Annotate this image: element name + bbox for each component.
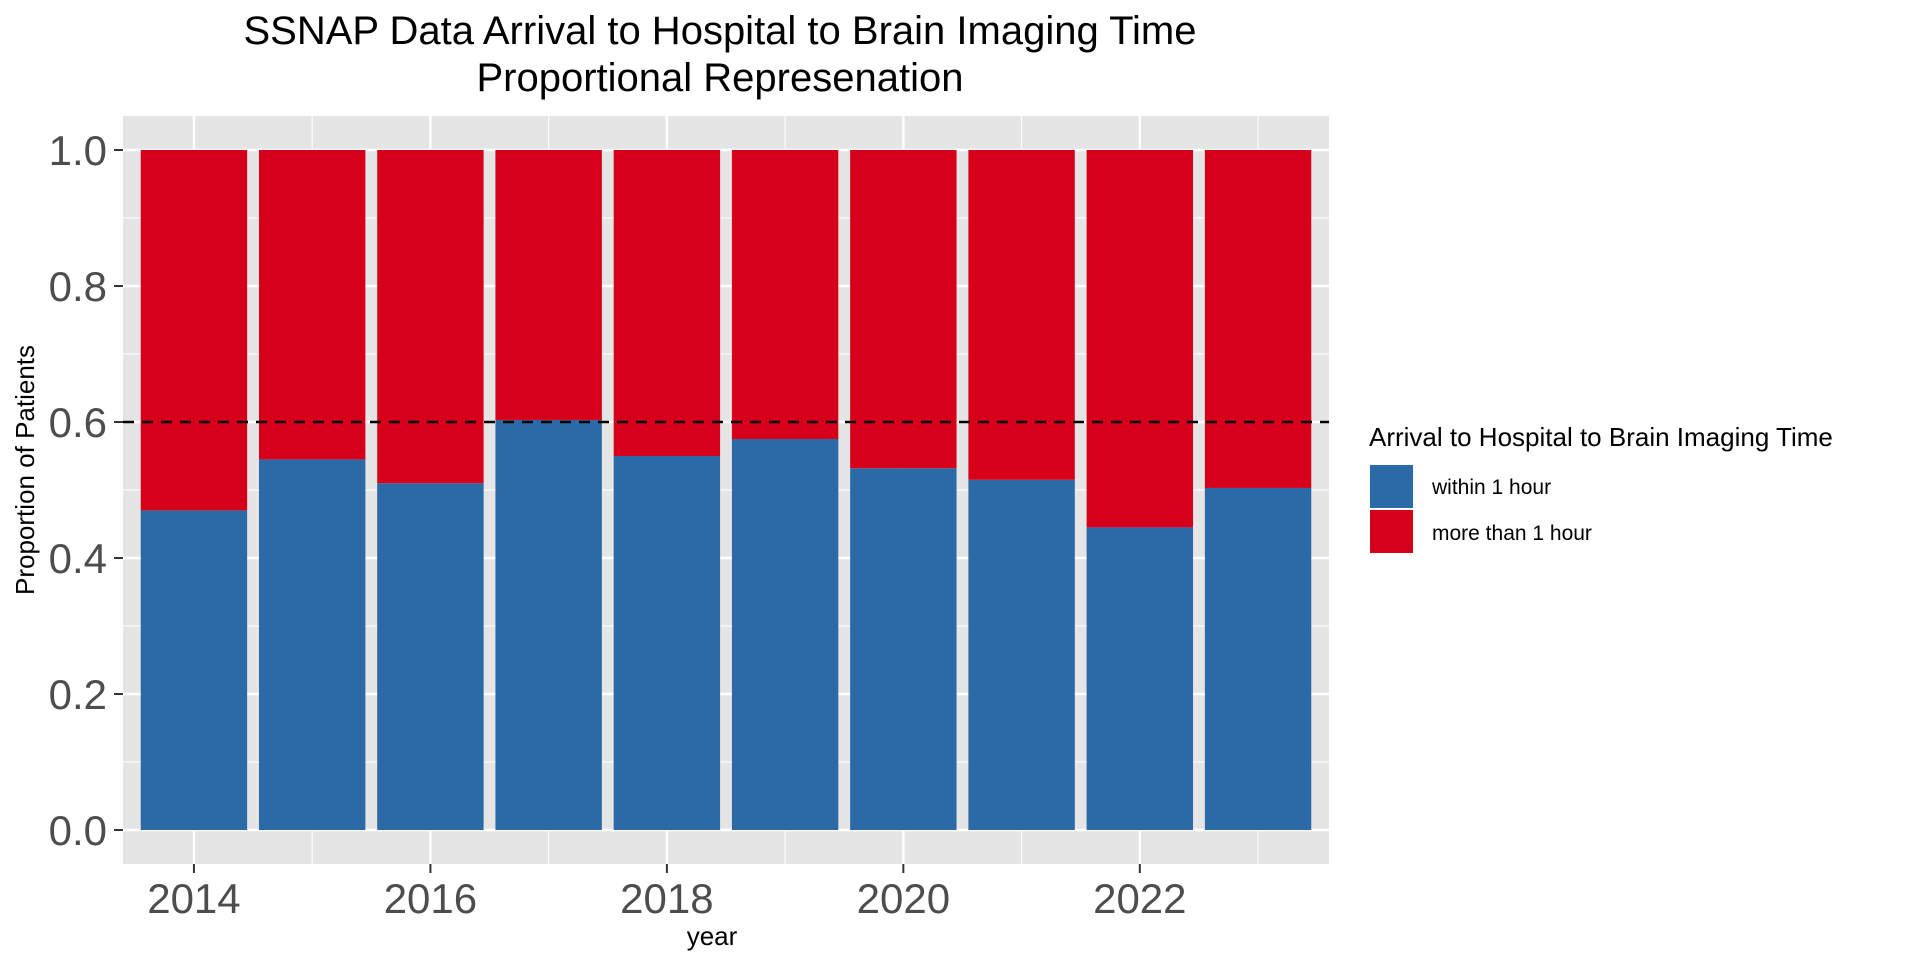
legend-label-within-1-hour: within 1 hour — [1431, 476, 1551, 499]
x-axis-label: year — [687, 921, 738, 951]
bar-more-than-1-hour-2018 — [613, 150, 721, 456]
legend: Arrival to Hospital to Brain Imaging Tim… — [1368, 422, 1833, 555]
bar-more-than-1-hour-2017 — [495, 150, 602, 420]
y-tick-label: 0.6 — [49, 399, 107, 446]
bar-more-than-1-hour-2016 — [377, 150, 484, 484]
legend-label-more-than-1-hour: more than 1 hour — [1432, 522, 1592, 545]
bar-within-1-hour-2015 — [258, 459, 366, 830]
bar-more-than-1-hour-2015 — [258, 150, 366, 460]
x-tick-label: 2018 — [620, 875, 713, 922]
bar-more-than-1-hour-2019 — [731, 150, 839, 439]
bar-within-1-hour-2023 — [1204, 487, 1312, 830]
bar-more-than-1-hour-2014 — [140, 150, 248, 511]
y-tick-label: 0.2 — [49, 671, 107, 718]
bar-within-1-hour-2021 — [968, 479, 1075, 830]
y-tick-label: 0.0 — [49, 807, 107, 854]
x-tick-label: 2014 — [147, 875, 240, 922]
bar-more-than-1-hour-2021 — [968, 150, 1075, 480]
y-tick-label: 1.0 — [49, 127, 107, 174]
bars — [140, 150, 1312, 830]
y-axis-label: Proportion of Patients — [10, 345, 40, 595]
chart-title: SSNAP Data Arrival to Hospital to Brain … — [243, 9, 1196, 53]
bar-within-1-hour-2014 — [140, 510, 248, 830]
bar-within-1-hour-2022 — [1086, 527, 1194, 830]
legend-key-more-than-1-hour — [1368, 508, 1415, 555]
bar-within-1-hour-2019 — [731, 439, 839, 830]
x-tick-label: 2016 — [384, 875, 477, 922]
x-tick-label: 2020 — [857, 875, 950, 922]
y-tick-label: 0.8 — [49, 263, 107, 310]
bar-within-1-hour-2020 — [850, 468, 957, 830]
legend-key-within-1-hour — [1368, 463, 1415, 510]
bar-within-1-hour-2018 — [613, 456, 721, 830]
bar-more-than-1-hour-2022 — [1086, 150, 1194, 528]
chart-subtitle: Proportional Represenation — [477, 56, 964, 100]
legend-title: Arrival to Hospital to Brain Imaging Tim… — [1369, 422, 1833, 452]
bar-more-than-1-hour-2020 — [850, 150, 957, 469]
x-tick-label: 2022 — [1093, 875, 1186, 922]
y-tick-label: 0.4 — [49, 535, 107, 582]
bar-within-1-hour-2017 — [495, 419, 602, 830]
bar-within-1-hour-2016 — [377, 483, 484, 830]
bar-more-than-1-hour-2023 — [1204, 150, 1312, 488]
axes: 0.0 0.2 0.4 0.6 0.8 1.0 2014 2016 2018 2020 2022 — [49, 127, 1187, 922]
